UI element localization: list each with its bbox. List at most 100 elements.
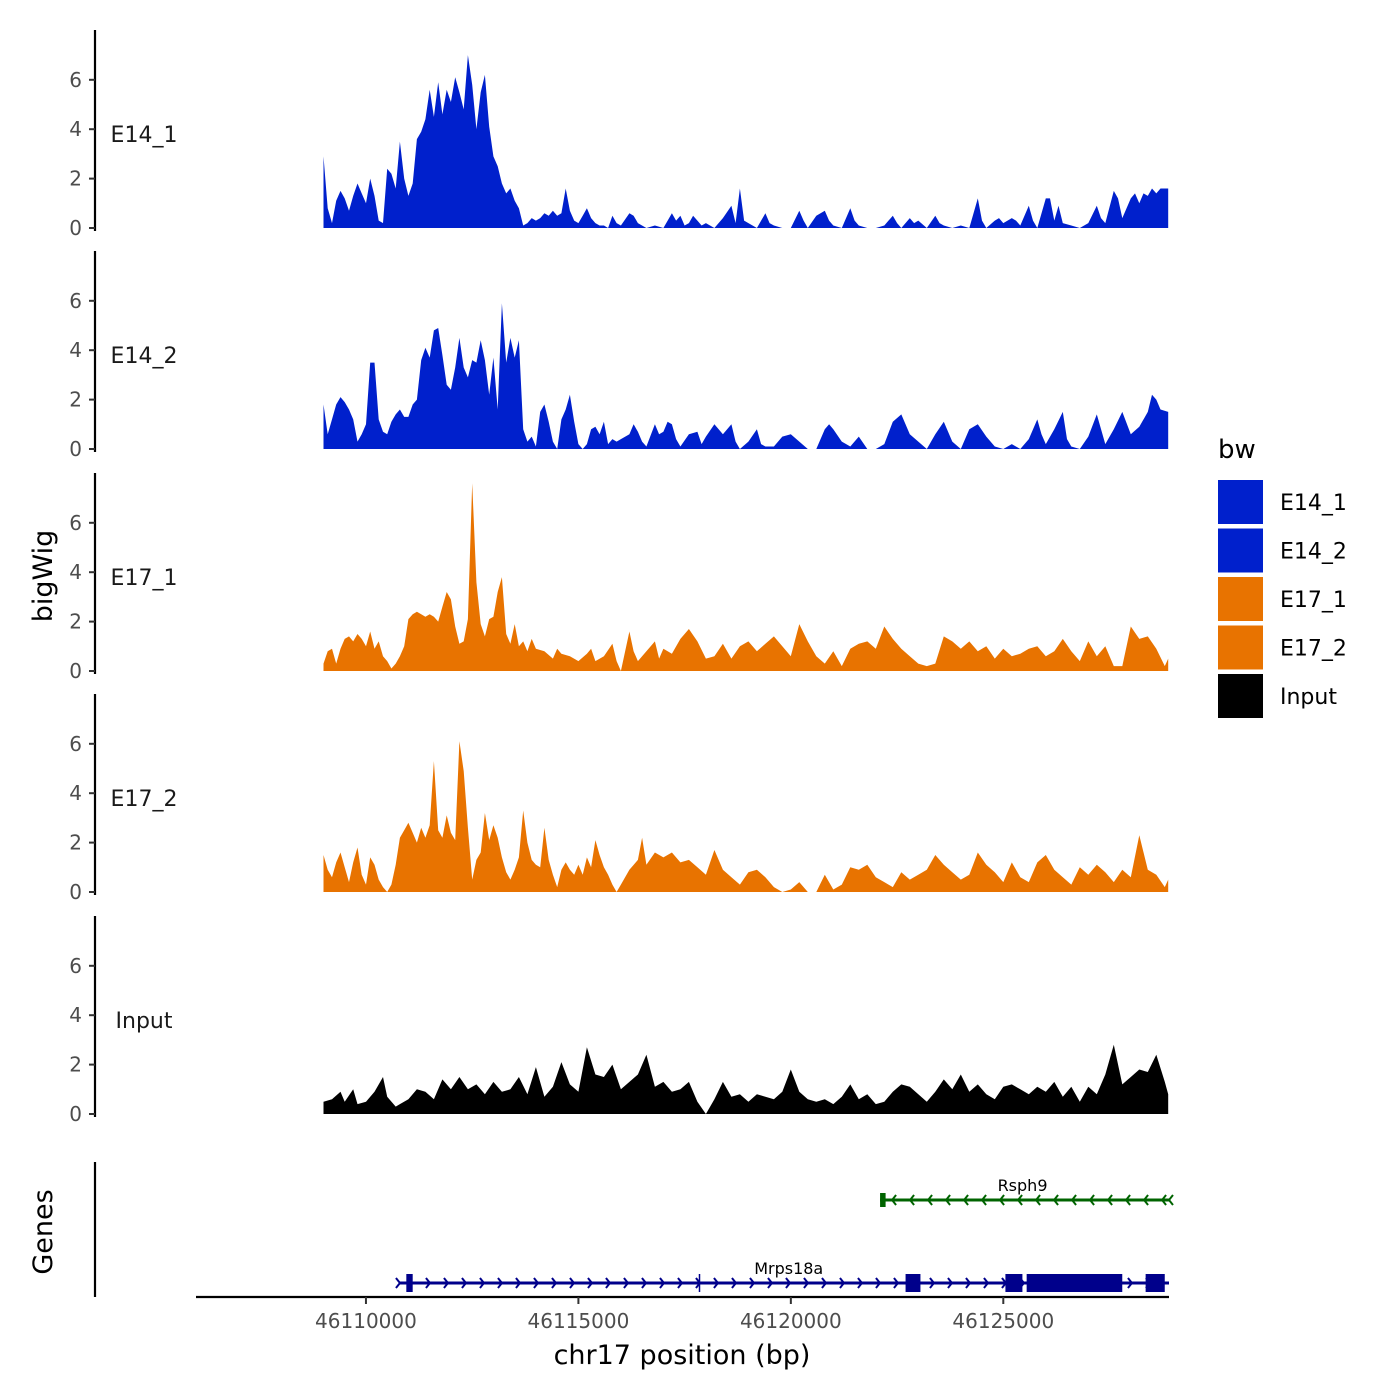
strand-chevron — [980, 1194, 987, 1206]
y-tick-label: 0 — [69, 216, 82, 240]
track-E14_1: 0 2 4 6 E14_1 — [69, 30, 1169, 240]
y-tick-label: 6 — [69, 289, 82, 313]
y-tick-label: 4 — [69, 560, 82, 584]
strand-chevron — [713, 1277, 720, 1289]
exon-block — [1005, 1274, 1023, 1292]
legend-swatch — [1218, 674, 1263, 718]
strand-chevron — [944, 1194, 951, 1206]
strand-chevron — [821, 1277, 828, 1289]
y-tick-label: 6 — [69, 954, 82, 978]
strand-chevron — [533, 1277, 540, 1289]
track-label: Input — [116, 1009, 173, 1034]
strand-chevron — [1106, 1194, 1113, 1206]
x-tick-label: 46125000 — [952, 1309, 1054, 1333]
bigwig-tracks: 0 2 4 6 E14_1 0 2 4 6 E14_2 0 2 4 6 E17_1 0 2 4 6 E17_2 0 2 4 6… — [69, 30, 1169, 1126]
x-axis-title: chr17 position (bp) — [554, 1340, 811, 1371]
y-tick-label: 4 — [69, 1003, 82, 1027]
y-tick-label: 6 — [69, 68, 82, 92]
track-E14_2: 0 2 4 6 E14_2 — [69, 251, 1169, 461]
strand-chevron — [659, 1277, 666, 1289]
track-E17_1: 0 2 4 6 E17_1 — [69, 473, 1169, 683]
y-tick-label: 4 — [69, 338, 82, 362]
strand-chevron — [983, 1277, 990, 1289]
strand-chevron — [395, 1277, 402, 1289]
strand-chevron — [1052, 1194, 1059, 1206]
legend-item-E17_1: E17_1 — [1218, 577, 1347, 621]
strand-chevron — [998, 1194, 1005, 1206]
strand-chevron — [890, 1194, 897, 1206]
strand-chevron — [929, 1277, 936, 1289]
track-label: E17_2 — [111, 787, 178, 812]
strand-chevron — [1088, 1194, 1095, 1206]
strand-chevron — [947, 1277, 954, 1289]
y-tick-label: 4 — [69, 117, 82, 141]
strand-chevron — [785, 1277, 792, 1289]
strand-chevron — [605, 1277, 612, 1289]
x-tick-label: 46120000 — [740, 1309, 842, 1333]
legend-swatch — [1218, 528, 1263, 573]
genes-axis-title: Genes — [28, 1189, 59, 1274]
exon-block — [406, 1274, 413, 1292]
strand-chevron — [587, 1277, 594, 1289]
strand-chevron — [497, 1277, 504, 1289]
y-tick-label: 6 — [69, 511, 82, 535]
strand-chevron — [962, 1194, 969, 1206]
track-label: E17_1 — [111, 566, 178, 591]
legend-item-E14_2: E14_2 — [1218, 528, 1347, 573]
track-E17_2: 0 2 4 6 E17_2 — [69, 694, 1169, 904]
y-axis-title: bigWig — [28, 530, 59, 623]
x-tick-label: 46110000 — [315, 1309, 417, 1333]
track-Input: 0 2 4 6 Input — [69, 916, 1169, 1126]
signal-area-E14_2 — [323, 303, 1169, 449]
legend-title: bw — [1218, 435, 1256, 465]
gene-Mrps18a: Mrps18a — [395, 1259, 1169, 1292]
strand-chevron — [551, 1277, 558, 1289]
exon-block — [1145, 1274, 1165, 1292]
strand-chevron — [965, 1277, 972, 1289]
track-label: E14_1 — [111, 123, 178, 148]
strand-chevron — [1160, 1194, 1167, 1206]
track-label: E14_2 — [111, 344, 178, 369]
y-tick-label: 0 — [69, 880, 82, 904]
x-tick-label: 46115000 — [528, 1309, 630, 1333]
strand-chevron — [875, 1277, 882, 1289]
legend-swatch — [1218, 625, 1263, 670]
legend-label: E14_1 — [1280, 491, 1347, 516]
legend-label: Input — [1280, 685, 1337, 710]
legend-swatch — [1218, 577, 1263, 621]
y-tick-label: 0 — [69, 659, 82, 683]
y-tick-label: 4 — [69, 781, 82, 805]
legend-item-E14_1: E14_1 — [1218, 480, 1347, 524]
strand-chevron — [569, 1277, 576, 1289]
y-tick-label: 2 — [69, 610, 82, 634]
legend-item-E17_2: E17_2 — [1218, 625, 1347, 670]
strand-chevron — [461, 1277, 468, 1289]
signal-area-E14_1 — [323, 55, 1169, 228]
legend-label: E14_2 — [1280, 540, 1347, 565]
strand-chevron — [1070, 1194, 1077, 1206]
y-tick-label: 2 — [69, 388, 82, 412]
y-tick-label: 2 — [69, 831, 82, 855]
legend-label: E17_2 — [1280, 637, 1347, 662]
strand-chevron — [803, 1277, 810, 1289]
strand-chevron — [1167, 1194, 1174, 1206]
strand-chevron — [1016, 1194, 1023, 1206]
strand-chevron — [623, 1277, 630, 1289]
genes-panel: Rsph9 Mrps18a — [93, 1162, 1174, 1297]
exon-block — [905, 1274, 921, 1292]
signal-area-Input — [323, 1044, 1169, 1114]
strand-chevron — [677, 1277, 684, 1289]
strand-chevron — [749, 1277, 756, 1289]
strand-chevron — [1142, 1194, 1149, 1206]
signal-area-E17_1 — [323, 483, 1169, 671]
gene-name-label: Mrps18a — [754, 1259, 823, 1278]
y-tick-label: 0 — [69, 1102, 82, 1126]
x-axis: 46110000 46115000 46120000 46125000 — [196, 1295, 1169, 1333]
strand-chevron — [893, 1277, 900, 1289]
y-tick-label: 6 — [69, 732, 82, 756]
strand-chevron — [443, 1277, 450, 1289]
exon-block — [1026, 1274, 1123, 1292]
gene-Rsph9: Rsph9 — [880, 1176, 1174, 1207]
legend-label: E17_1 — [1280, 588, 1347, 613]
